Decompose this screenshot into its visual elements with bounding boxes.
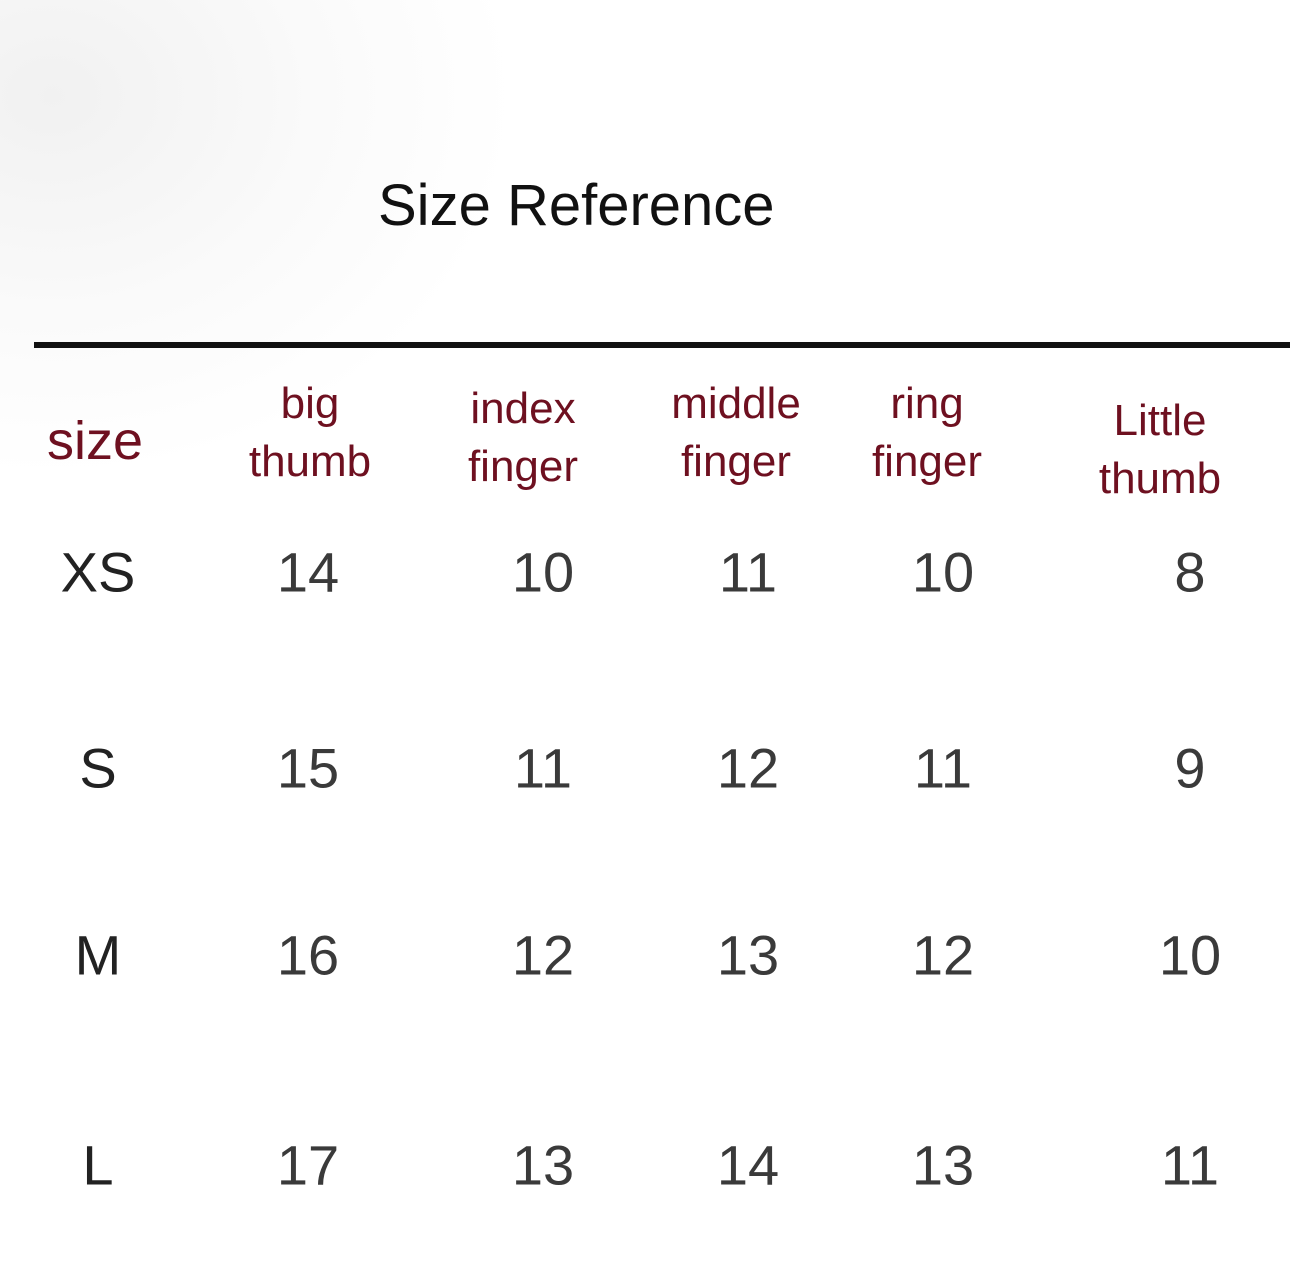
table-cell: 10 (511, 540, 575, 604)
column-header-line: finger (680, 437, 792, 486)
column-header-line: index (470, 384, 576, 433)
table-cell: 11 (1160, 1133, 1220, 1197)
table-cell: 9 (1174, 736, 1206, 800)
row-size-label: L (82, 1133, 114, 1197)
column-header-line: size (46, 411, 144, 471)
column-header-line: big (280, 379, 340, 428)
table-cell: 14 (716, 1133, 780, 1197)
column-header-line: ring (890, 379, 964, 428)
column-header: size (0, 412, 205, 470)
page-title: Size Reference (378, 173, 775, 238)
column-header: big thumb (200, 375, 420, 491)
column-header-line: finger (467, 442, 579, 491)
table-cell: 10 (911, 540, 975, 604)
column-header-line: middle (671, 379, 801, 428)
row-size-label: M (74, 923, 122, 987)
column-header: ring finger (817, 375, 1037, 491)
table-cell: 12 (511, 923, 575, 987)
table-cell: 12 (911, 923, 975, 987)
table-cell: 11 (513, 736, 573, 800)
table-cell: 13 (511, 1133, 575, 1197)
header-divider (34, 342, 1290, 348)
table-cell: 14 (276, 540, 340, 604)
table-cell: 11 (718, 540, 778, 604)
table-cell: 15 (276, 736, 340, 800)
table-cell: 13 (911, 1133, 975, 1197)
column-header: Little thumb (1050, 392, 1270, 508)
column-header-line: finger (871, 437, 983, 486)
table-cell: 17 (276, 1133, 340, 1197)
column-header-line: Little (1113, 396, 1207, 445)
table-cell: 16 (276, 923, 340, 987)
table-cell: 11 (913, 736, 973, 800)
table-cell: 13 (716, 923, 780, 987)
row-size-label: S (79, 736, 117, 800)
background-shade (0, 0, 520, 480)
row-size-label: XS (60, 540, 136, 604)
table-cell: 8 (1174, 540, 1206, 604)
column-header-line: thumb (1098, 454, 1222, 503)
column-header-line: thumb (248, 437, 372, 486)
column-header: index finger (413, 380, 633, 496)
column-header: middle finger (626, 375, 846, 491)
table-cell: 12 (716, 736, 780, 800)
table-cell: 10 (1158, 923, 1222, 987)
